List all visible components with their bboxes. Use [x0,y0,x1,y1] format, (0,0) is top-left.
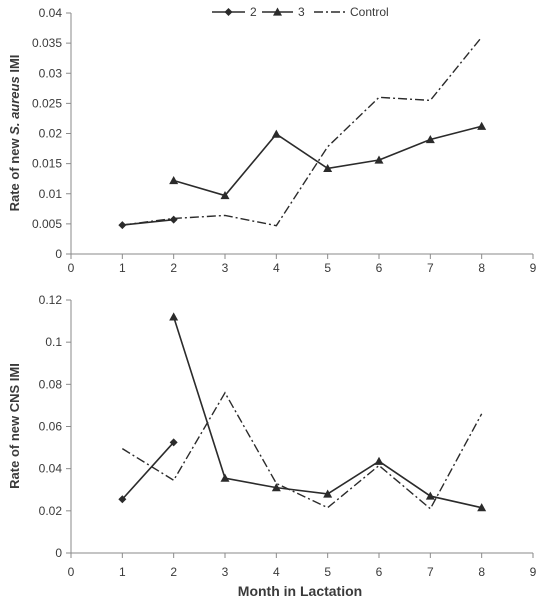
chart-legend: 2 3 Control [212,5,389,19]
series-2 [118,438,178,504]
x-tick-label: 7 [427,261,434,275]
data-point-marker [220,191,230,200]
x-tick-label: 3 [222,565,229,579]
y-axis-title: Rate of new S. aureus IMI [7,55,22,212]
legend-marker [273,7,282,16]
x-axis-title: Month in Lactation [238,583,362,599]
legend-label: 2 [250,5,257,19]
series-3 [169,312,487,512]
saureus-chart-panel: 0 0.005 0.01 0.015 0.02 0.025 0.03 0.035 0.04 0 1 2… [7,6,537,275]
y-tick-label: 0.035 [32,36,62,50]
data-point-marker [169,438,178,447]
data-point-marker [169,312,179,321]
y-tick-label: 0.015 [32,157,62,171]
data-point-marker [374,456,384,465]
y-tick-label: 0 [55,546,62,560]
series-line-control [122,36,483,227]
data-point-marker [271,129,281,138]
x-tick-label: 2 [170,261,177,275]
data-point-marker [477,503,487,512]
series-3 [169,121,487,200]
x-tick-label: 0 [68,261,75,275]
series-line-3 [173,125,482,197]
y-axis-title: Rate of new CNS IMI [7,363,22,489]
series-line-control [121,391,483,510]
y-tick-label: 0.025 [32,96,62,110]
data-point-marker [477,121,487,130]
y-tick-label: 0.08 [39,377,63,391]
x-tick-label: 2 [170,565,177,579]
y-tick-label: 0.01 [39,187,63,201]
x-tick-label: 6 [376,565,383,579]
y-tick-label: 0.06 [39,420,63,434]
x-tick-label: 8 [478,565,485,579]
legend-item-control: Control [314,5,389,19]
x-tick-label: 1 [119,565,126,579]
x-tick-label: 3 [222,261,229,275]
legend-item-3: 3 [262,5,305,19]
x-tick-label: 4 [273,261,280,275]
y-tick-label: 0.02 [39,504,63,518]
x-tick-label: 8 [478,261,485,275]
data-point-marker [425,135,435,144]
legend-label: Control [350,5,389,19]
y-tick-label: 0.12 [39,293,63,307]
legend-item-2: 2 [212,5,257,19]
x-tick-label: 1 [119,261,126,275]
data-point-marker [425,491,435,500]
y-tick-label: 0.04 [39,6,63,20]
y-tick-label: 0.1 [45,335,62,349]
series-line-2 [121,441,175,500]
legend-marker [224,8,233,16]
x-tick-label: 6 [376,261,383,275]
y-tick-label: 0.04 [39,462,63,476]
x-tick-label: 9 [530,565,537,579]
series-control [121,391,483,510]
cns-chart-panel: 0 0.02 0.04 0.06 0.08 0.1 0.12 0 1 2 3 4 5 6 7 8 9 Rate o… [7,293,537,599]
series-line-3 [172,316,482,509]
legend-label: 3 [298,5,305,19]
x-tick-label: 7 [427,565,434,579]
y-tick-label: 0 [55,247,62,261]
series-control [122,36,483,227]
data-point-marker [271,483,281,492]
x-tick-label: 9 [530,261,537,275]
data-point-marker [118,495,127,504]
data-point-marker [374,155,384,164]
y-tick-label: 0.005 [32,217,62,231]
y-tick-label: 0.02 [39,127,63,141]
x-tick-label: 0 [68,565,75,579]
data-point-marker [323,489,333,498]
data-point-marker [169,175,179,185]
data-point-marker [220,473,230,482]
x-tick-label: 5 [324,565,331,579]
x-tick-label: 5 [324,261,331,275]
data-point-marker [323,163,333,173]
y-tick-label: 0.03 [39,66,63,80]
data-point-marker [169,215,178,224]
x-tick-label: 4 [273,565,280,579]
